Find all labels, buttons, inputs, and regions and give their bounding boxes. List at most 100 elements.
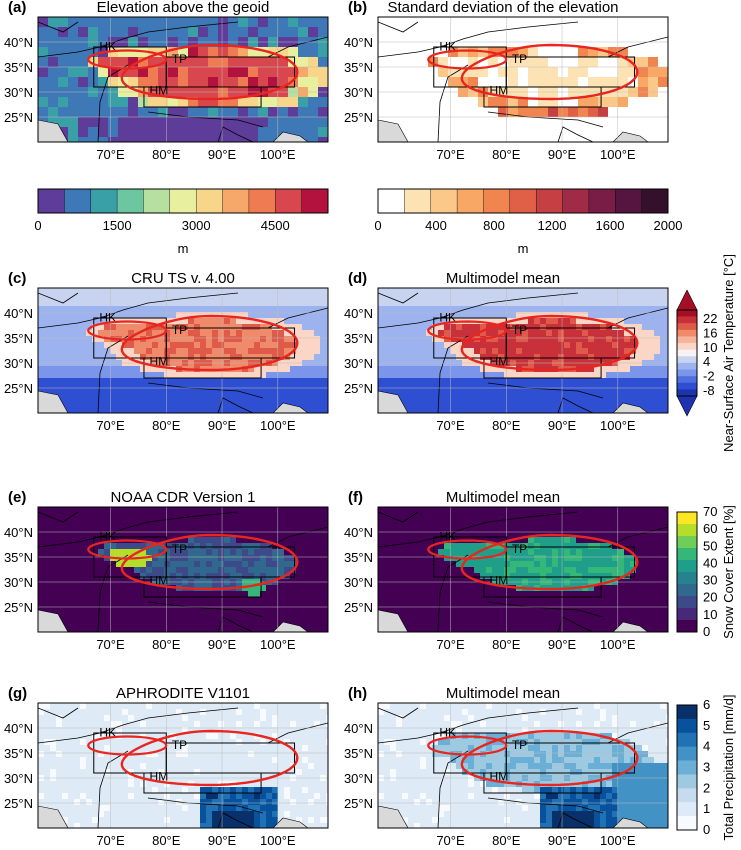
- lon-tick-label: 70°E: [436, 418, 465, 433]
- country-border: [557, 126, 594, 142]
- lat-tick-label: 40°N: [344, 525, 373, 540]
- sea-area: [272, 131, 309, 142]
- lon-tick-label: 100°E: [260, 147, 296, 162]
- region-label-hk: HK: [99, 311, 116, 325]
- colorbar-swatch: [677, 620, 697, 633]
- lat-tick-label: 25°N: [4, 600, 33, 615]
- country-border: [97, 554, 129, 632]
- colorbar-swatch: [641, 188, 669, 214]
- colorbar-tick: 1500: [103, 218, 132, 233]
- country-border: [378, 21, 579, 58]
- lon-tick-label: 70°E: [96, 833, 125, 848]
- country-border: [217, 812, 254, 828]
- country-border: [38, 21, 239, 58]
- colorbar-swatch: [677, 774, 697, 789]
- lon-tick-label: 90°E: [208, 147, 237, 162]
- colorbar-swatch: [248, 188, 276, 214]
- sea-area: [612, 131, 649, 142]
- lon-tick-label: 100°E: [600, 418, 636, 433]
- colorbar-label: m: [178, 241, 189, 256]
- lat-tick-label: 35°N: [4, 550, 33, 565]
- colorbar-label: Snow Cover Extent [%]: [721, 505, 736, 639]
- colorbar-tick: 4500: [261, 218, 290, 233]
- colorbar-swatch: [677, 376, 697, 384]
- lon-tick-label: 80°E: [492, 637, 521, 652]
- country-border: [38, 292, 79, 304]
- colorbar-elev: 0 1500 3000 4500 m: [34, 188, 329, 256]
- lon-tick-label: 80°E: [492, 833, 521, 848]
- colorbar-arrow-top: [676, 289, 698, 311]
- panel-title: Elevation above the geoid: [97, 0, 270, 16]
- colorbar-tick: 20: [703, 590, 717, 605]
- lat-tick-label: 40°N: [4, 525, 33, 540]
- colorbar-swatch: [677, 329, 697, 337]
- sea-area: [378, 390, 409, 413]
- region-label-hk: HK: [99, 726, 116, 740]
- colorbar-swatch: [677, 608, 697, 621]
- plateau-outline: [120, 314, 299, 372]
- plateau-outline: [120, 43, 299, 101]
- lat-tick-label: 35°N: [344, 746, 373, 761]
- colorbar-tick: 0: [374, 218, 381, 233]
- lat-tick-label: 35°N: [4, 60, 33, 75]
- colorbar-tick: 4: [703, 739, 710, 754]
- panel-letter: (e): [8, 489, 26, 506]
- region-label-tp: TP: [172, 52, 187, 66]
- lat-tick-label: 30°N: [344, 575, 373, 590]
- colorbar-tick: 2: [703, 780, 710, 795]
- colorbar-tick: 10: [703, 340, 717, 355]
- lon-tick-label: 90°E: [548, 147, 577, 162]
- colorbar-label: Total Precipitation [mm/d]: [721, 695, 736, 841]
- colorbar-swatch: [143, 188, 171, 214]
- lat-tick-label: 35°N: [4, 331, 33, 346]
- colorbar-swatch: [677, 732, 697, 747]
- panel-frame: [377, 702, 669, 829]
- panel-letter: (f): [348, 489, 363, 506]
- colorbar-tick: -8: [703, 383, 715, 398]
- colorbar-tick: 3000: [182, 218, 211, 233]
- colorbar-swatch: [677, 548, 697, 561]
- colorbar-swatch: [169, 188, 197, 214]
- colorbar-tick: 400: [425, 218, 447, 233]
- lat-tick-label: 25°N: [4, 796, 33, 811]
- colorbar-swatch: [677, 316, 697, 324]
- colorbar-tick: 22: [703, 311, 717, 326]
- country-border: [147, 797, 264, 814]
- colorbar-std: 0 400 800 1200 1600 2000 m: [374, 188, 682, 256]
- plateau-outline: [460, 314, 639, 372]
- colorbar-snow: 70 60 50 40 30 20 10 0 Snow Cover Extent [%]: [676, 504, 736, 639]
- plateau-outline-west: [87, 539, 168, 560]
- lon-tick-label: 80°E: [152, 833, 181, 848]
- lat-tick-label: 35°N: [344, 60, 373, 75]
- country-border: [487, 382, 604, 399]
- lat-tick-label: 30°N: [4, 356, 33, 371]
- colorbar-swatch: [37, 188, 65, 214]
- sea-area: [612, 402, 649, 413]
- sea-area: [38, 119, 69, 142]
- panel-title: Standard deviation of the elevation: [388, 0, 619, 16]
- lat-tick-label: 30°N: [344, 771, 373, 786]
- panel-frame: [377, 506, 669, 633]
- country-border: [97, 750, 129, 828]
- lat-tick-label: 30°N: [4, 575, 33, 590]
- colorbar-swatch: [677, 596, 697, 609]
- lon-tick-label: 100°E: [260, 833, 296, 848]
- lat-tick-label: 25°N: [4, 381, 33, 396]
- colorbar-swatch: [677, 816, 697, 831]
- lon-tick-label: 90°E: [548, 637, 577, 652]
- lat-tick-label: 25°N: [4, 110, 33, 125]
- country-border: [38, 21, 79, 33]
- colorbar-swatch: [588, 188, 616, 214]
- panel-frame: [37, 702, 329, 829]
- lon-tick-label: 90°E: [208, 418, 237, 433]
- region-label-tp: TP: [172, 542, 187, 556]
- sea-area: [38, 805, 69, 828]
- country-border: [378, 511, 579, 548]
- colorbar-swatch: [456, 188, 484, 214]
- country-border: [487, 111, 604, 128]
